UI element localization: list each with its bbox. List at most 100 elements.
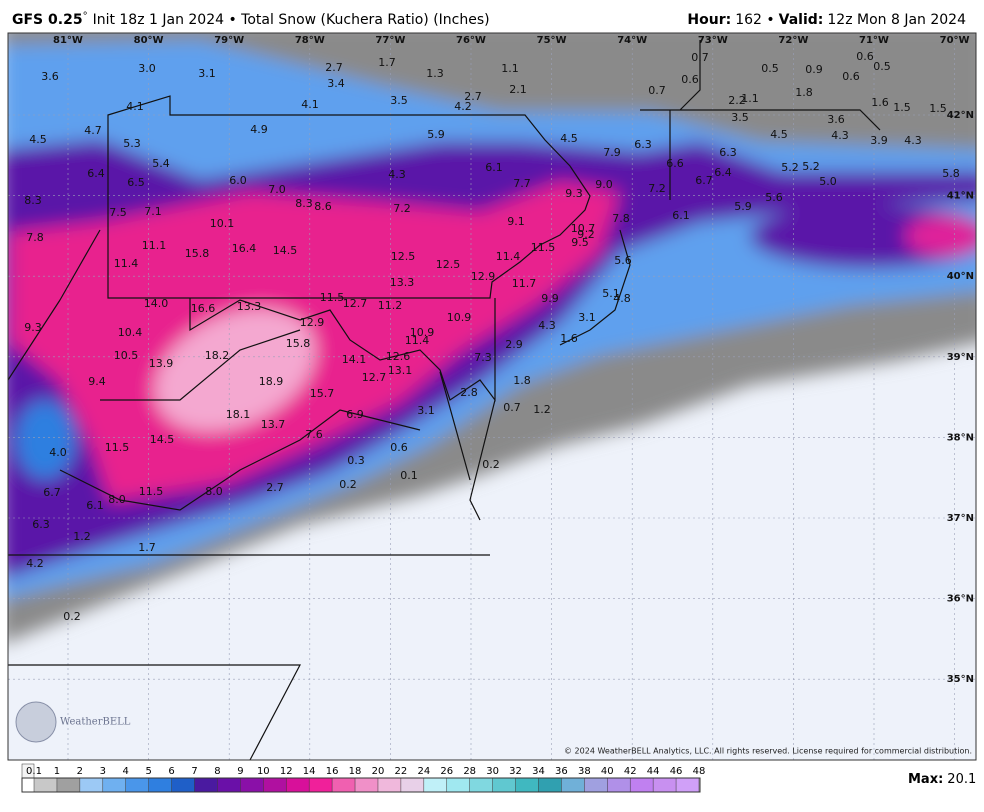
snow-total: 12.5 bbox=[436, 258, 461, 271]
legend-cell bbox=[125, 778, 149, 792]
snow-total: 5.9 bbox=[734, 200, 752, 213]
snow-total: 1.5 bbox=[929, 102, 947, 115]
snow-total: 12.7 bbox=[362, 371, 387, 384]
legend-cell bbox=[102, 778, 126, 792]
legend-tick-label: 26 bbox=[440, 766, 453, 777]
legend-cell bbox=[34, 778, 57, 792]
snow-field bbox=[8, 33, 976, 642]
snow-total: 3.4 bbox=[327, 77, 345, 90]
legend-cell bbox=[355, 778, 378, 792]
legend-tick-label: 36 bbox=[555, 766, 568, 777]
snow-total: 5.8 bbox=[942, 167, 960, 180]
legend-tick-label: 6 bbox=[168, 766, 174, 777]
snow-total: 8.6 bbox=[314, 200, 332, 213]
snow-total: 7.5 bbox=[109, 206, 127, 219]
longitude-label: 75°W bbox=[537, 35, 567, 46]
snow-total: 6.6 bbox=[666, 157, 684, 170]
snow-total: 4.2 bbox=[26, 557, 44, 570]
snow-total: 10.1 bbox=[210, 217, 235, 230]
snow-total: 5.0 bbox=[819, 175, 837, 188]
longitude-label: 77°W bbox=[375, 35, 405, 46]
borders bbox=[8, 40, 881, 760]
snow-total: 7.0 bbox=[268, 183, 286, 196]
longitude-label: 79°W bbox=[214, 35, 244, 46]
legend-cell bbox=[423, 778, 447, 792]
max-info: Max: 20.1 bbox=[908, 772, 976, 787]
hour-label: Hour: bbox=[687, 12, 731, 28]
snow-total: 0.9 bbox=[805, 63, 823, 76]
legend-cell bbox=[400, 778, 424, 792]
legend-cell bbox=[538, 778, 562, 792]
snow-total: 4.5 bbox=[560, 132, 578, 145]
snow-total: 12.7 bbox=[343, 297, 368, 310]
snow-total: 2.7 bbox=[325, 61, 343, 74]
snow-total: 13.7 bbox=[261, 418, 286, 431]
legend-cell bbox=[630, 778, 654, 792]
snow-total: 5.2 bbox=[781, 161, 799, 174]
snow-total: 1.1 bbox=[741, 92, 759, 105]
snow-total: 7.2 bbox=[648, 182, 666, 195]
valid: 12z Mon 8 Jan 2024 bbox=[827, 12, 966, 28]
snow-total: 4.3 bbox=[538, 319, 556, 332]
map-frame bbox=[7, 32, 977, 761]
snow-total: 12.9 bbox=[471, 270, 496, 283]
snow-total: 8.3 bbox=[24, 194, 42, 207]
copyright: © 2024 WeatherBELL Analytics, LLC. All r… bbox=[564, 747, 972, 756]
snow-total: 9.1 bbox=[507, 215, 525, 228]
snow-total: 7.6 bbox=[305, 428, 323, 441]
latitude-label: 37°N bbox=[947, 513, 974, 524]
legend-tick-label: 34 bbox=[532, 766, 545, 777]
legend-cell bbox=[171, 778, 195, 792]
snow-total: 7.8 bbox=[612, 212, 630, 225]
snow-total: 11.7 bbox=[512, 277, 537, 290]
snow-total: 2.7 bbox=[464, 90, 482, 103]
latitude-label: 36°N bbox=[947, 594, 974, 605]
snow-total: 9.3 bbox=[24, 321, 42, 334]
snow-total: 6.5 bbox=[127, 176, 145, 189]
snow-total: 18.1 bbox=[226, 408, 251, 421]
legend-tick-label: 0.1 bbox=[26, 766, 42, 777]
snow-total: 2.1 bbox=[509, 83, 527, 96]
snow-total: 10.9 bbox=[410, 326, 435, 339]
latitude-label: 38°N bbox=[947, 432, 974, 443]
snow-total: 5.2 bbox=[802, 160, 820, 173]
snow-total: 11.5 bbox=[320, 291, 345, 304]
snow-total: 0.7 bbox=[503, 401, 521, 414]
longitude-label: 70°W bbox=[940, 35, 970, 46]
legend-tick-label: 1 bbox=[54, 766, 60, 777]
snow-total: 10.7 bbox=[571, 222, 596, 235]
legend-tick-label: 9 bbox=[237, 766, 243, 777]
snow-total: 1.6 bbox=[871, 96, 889, 109]
snow-total: 9.5 bbox=[571, 236, 589, 249]
snow-total: 4.2 bbox=[454, 100, 472, 113]
map: 81°W 80°W 79°W 78°W 77°W 76°W 75°W 74°W 73°W 72°W… bbox=[8, 33, 976, 760]
snow-total: 6.4 bbox=[87, 167, 105, 180]
snow-total: 7.2 bbox=[393, 202, 411, 215]
snow-total: 18.9 bbox=[259, 375, 284, 388]
snow-total: 8.3 bbox=[295, 197, 313, 210]
title: GFS 0.25° Init 18z 1 Jan 2024 • Total Sno… bbox=[12, 11, 490, 28]
snow-total: 3.0 bbox=[138, 62, 156, 75]
snow-total: 0.5 bbox=[873, 60, 891, 73]
snow-total: 7.8 bbox=[26, 231, 44, 244]
legend-cell bbox=[469, 778, 493, 792]
snow-total: 5.4 bbox=[152, 157, 170, 170]
snow-total: 12.6 bbox=[386, 350, 411, 363]
snow-total: 0.1 bbox=[400, 469, 418, 482]
legend-tick-label: 16 bbox=[326, 766, 339, 777]
snow-total: 6.9 bbox=[346, 408, 364, 421]
snow-total: 1.7 bbox=[378, 56, 396, 69]
snow-total: 3.5 bbox=[731, 111, 749, 124]
snow-total: 11.2 bbox=[378, 299, 403, 312]
snow-total: 11.5 bbox=[139, 485, 164, 498]
snow-total: 7.9 bbox=[603, 146, 621, 159]
legend-tick-label: 28 bbox=[463, 766, 476, 777]
legend-cell bbox=[286, 778, 310, 792]
snow-total: 12.9 bbox=[300, 316, 325, 329]
snow-total: 12.5 bbox=[391, 250, 416, 263]
snow-total: 1.1 bbox=[501, 62, 519, 75]
snow-total: 4.8 bbox=[613, 292, 631, 305]
snow-total: 13.3 bbox=[390, 276, 415, 289]
snow-total: 6.3 bbox=[719, 146, 737, 159]
